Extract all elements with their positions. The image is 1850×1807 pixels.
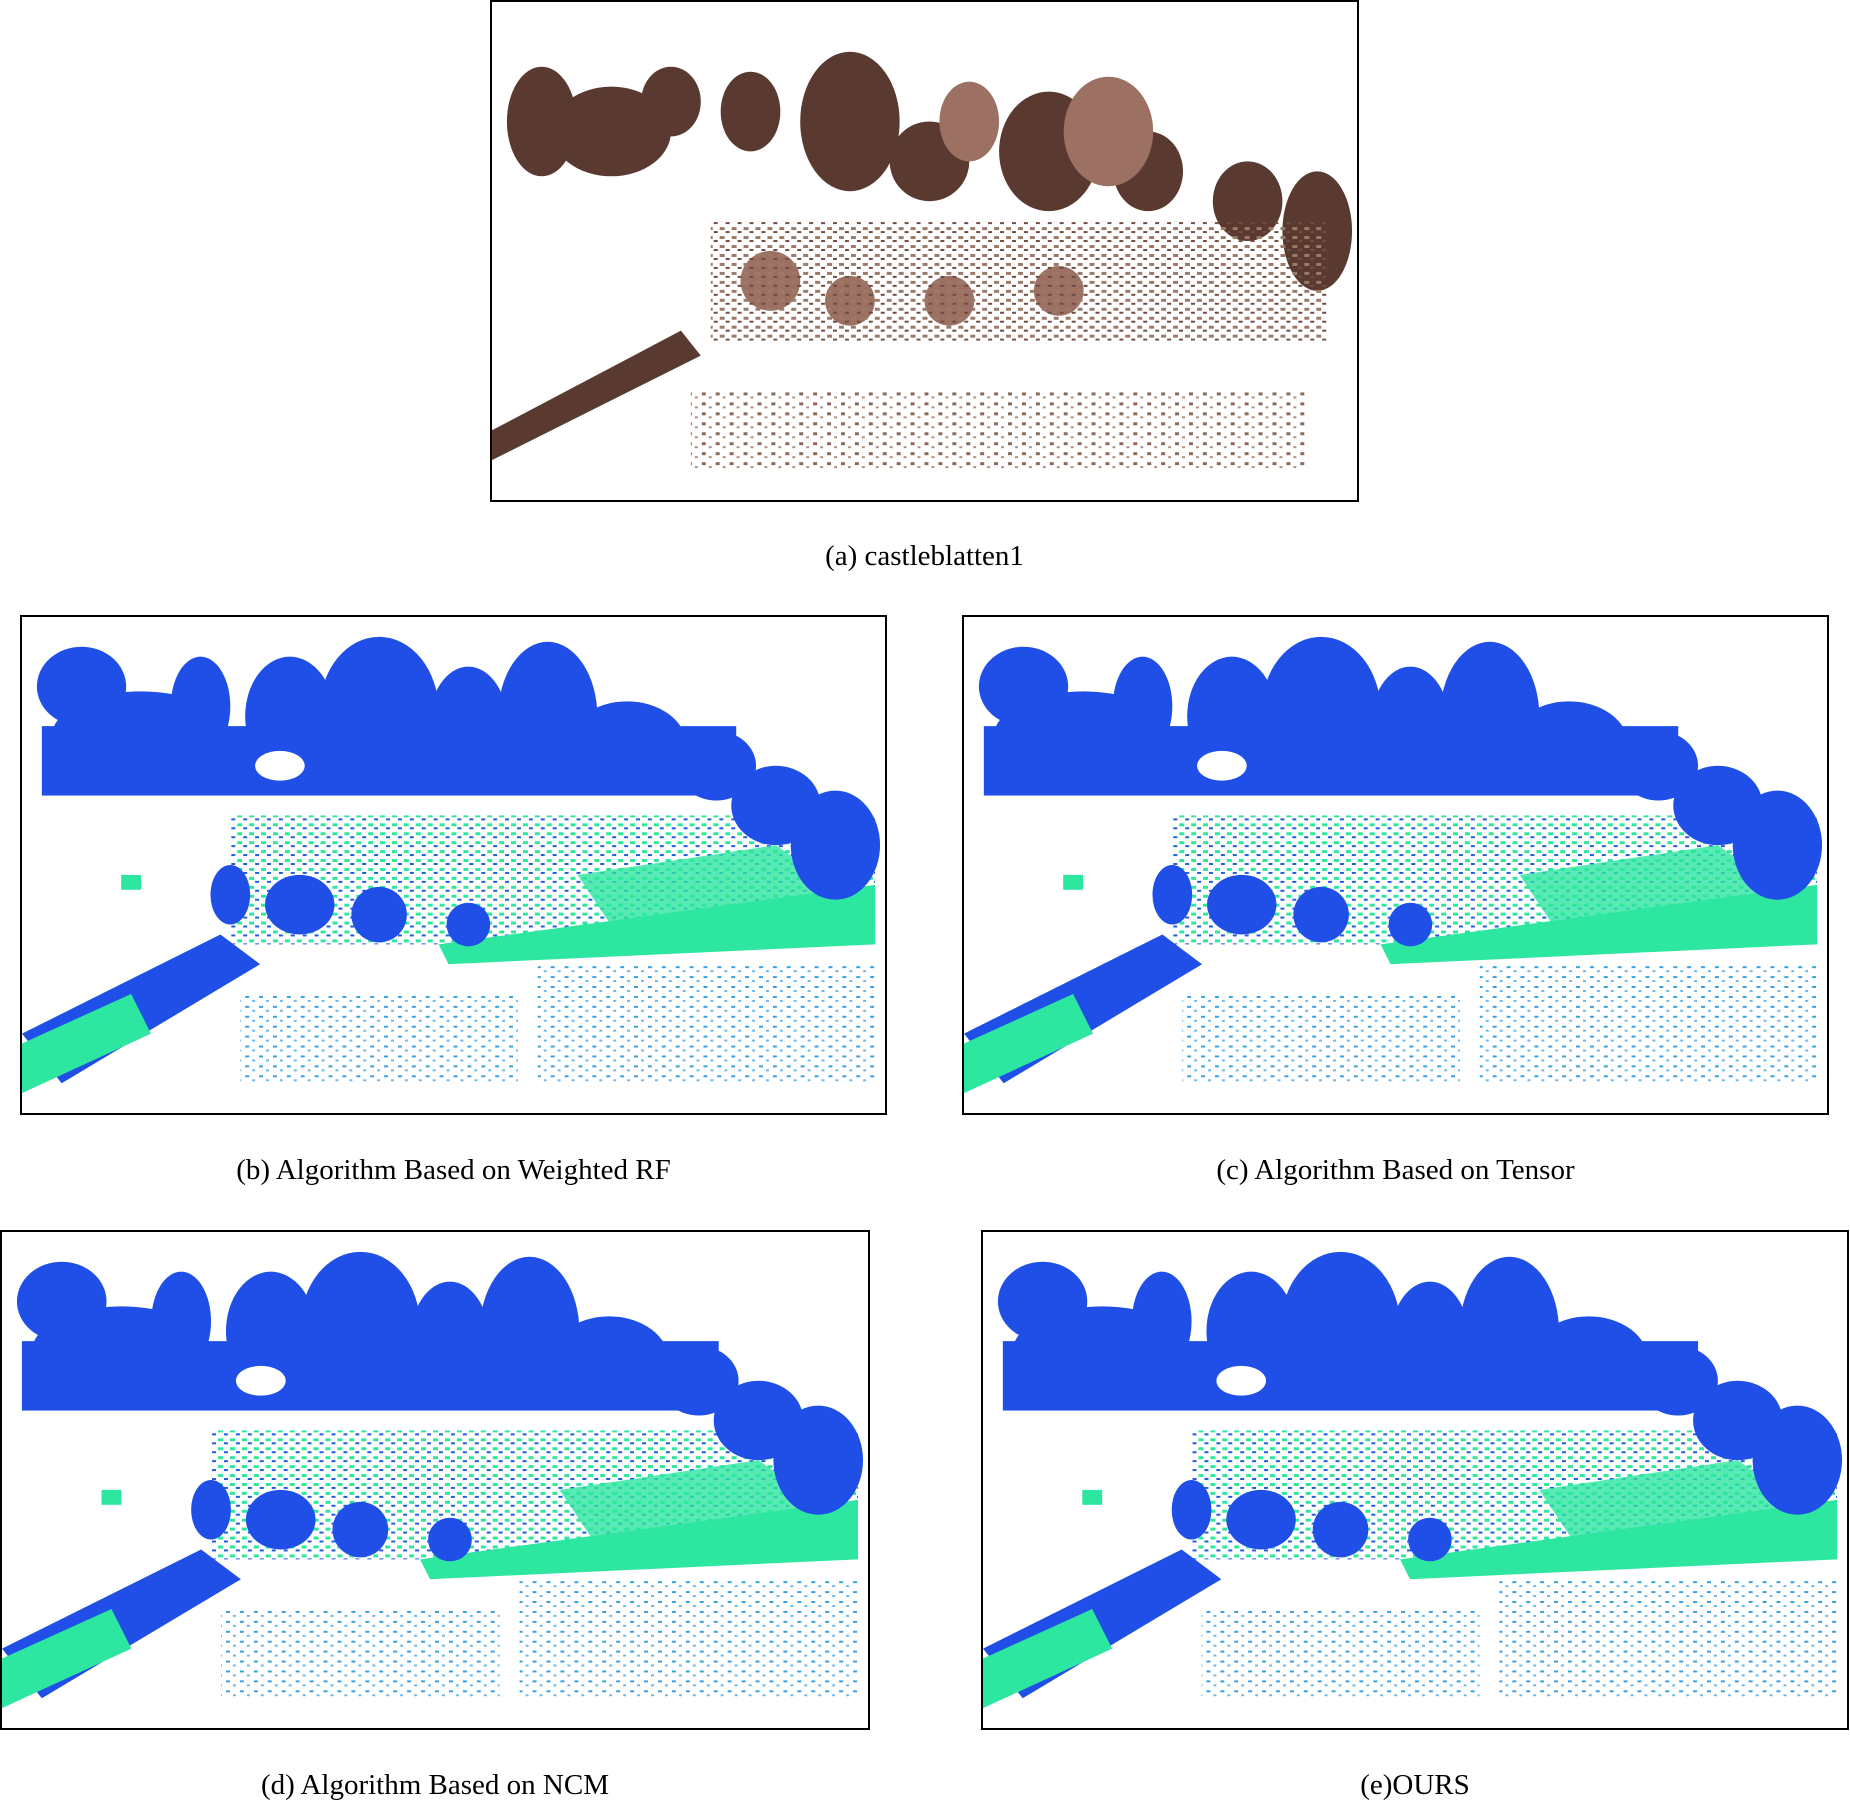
caption: (d) Algorithm Based on NCM bbox=[261, 1769, 609, 1801]
caption: (c) Algorithm Based on Tensor bbox=[1216, 1154, 1575, 1186]
image-b bbox=[20, 615, 887, 1115]
image-a bbox=[490, 0, 1359, 502]
segmentation bbox=[983, 1232, 1847, 1728]
image-c bbox=[962, 615, 1829, 1115]
caption: (a) castleblatten1 bbox=[825, 540, 1024, 572]
caption: (e)OURS bbox=[1360, 1769, 1470, 1801]
segmentation bbox=[2, 1232, 868, 1728]
image-e bbox=[981, 1230, 1849, 1730]
point-cloud bbox=[492, 51, 1353, 471]
segmentation bbox=[22, 617, 885, 1113]
segmentation bbox=[964, 617, 1827, 1113]
image-d bbox=[0, 1230, 870, 1730]
caption: (b) Algorithm Based on Weighted RF bbox=[236, 1154, 671, 1186]
